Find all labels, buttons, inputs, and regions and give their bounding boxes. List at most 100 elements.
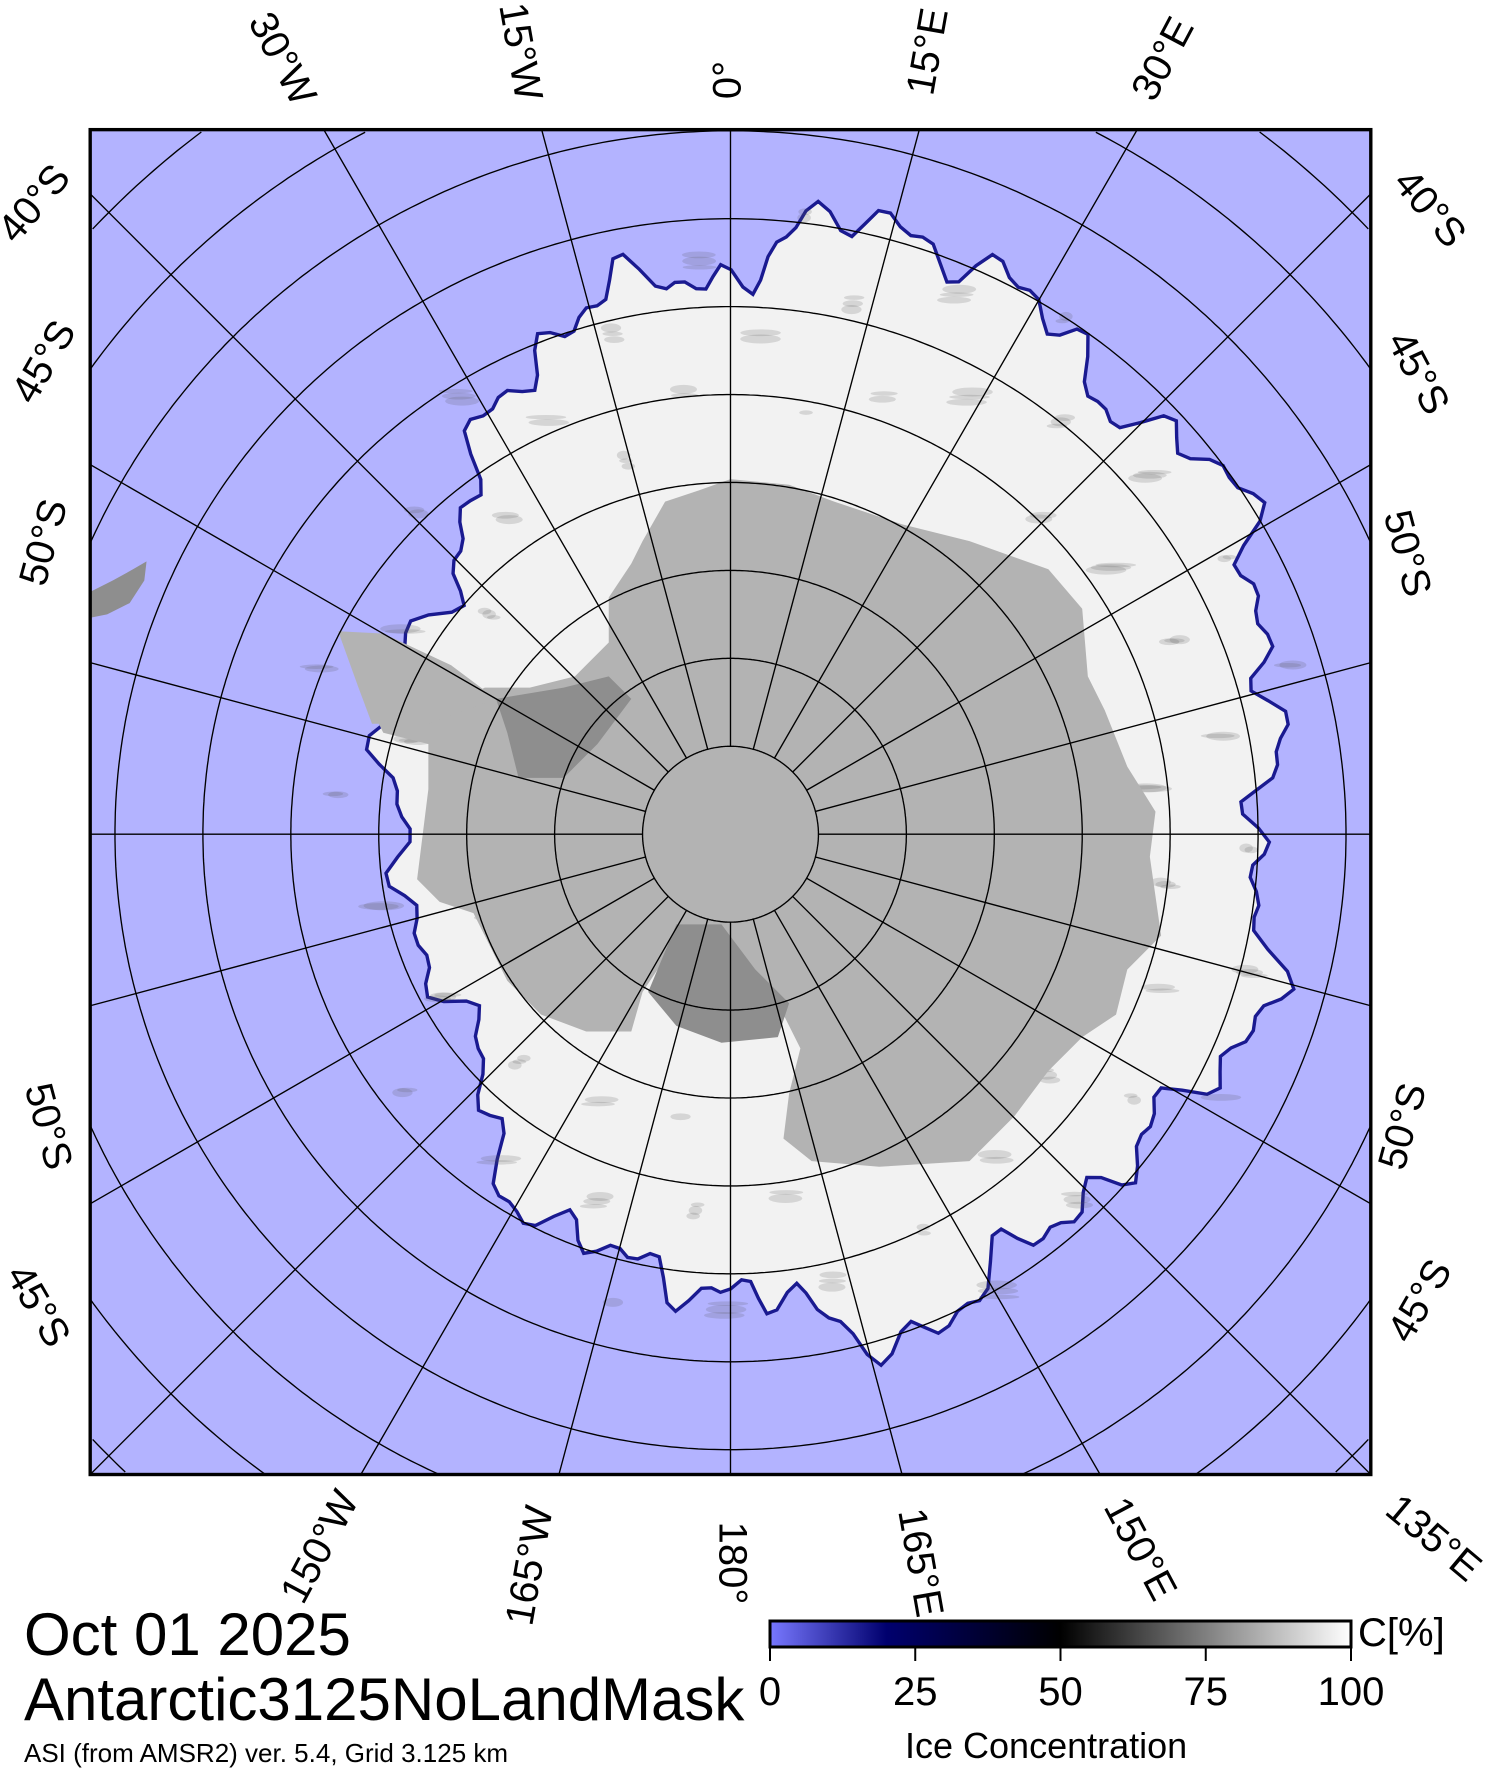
meridian-line bbox=[558, 918, 709, 1475]
colorbar-label: Ice Concentration bbox=[905, 1725, 1188, 1766]
meridian-line bbox=[773, 129, 1138, 759]
ice-texture-mark bbox=[939, 292, 974, 297]
ice-texture-mark bbox=[1063, 1195, 1091, 1205]
colorbar-tick-label: 100 bbox=[1318, 1670, 1385, 1714]
ice-texture-mark bbox=[1095, 562, 1137, 568]
ice-texture-mark bbox=[525, 414, 567, 420]
ice-texture-mark bbox=[1200, 1094, 1242, 1101]
ice-texture-mark bbox=[976, 1280, 1017, 1290]
ice-texture-mark bbox=[917, 1231, 931, 1236]
meridian-line bbox=[792, 895, 1371, 1475]
ice-texture-mark bbox=[740, 334, 781, 344]
ice-texture-mark bbox=[397, 1087, 418, 1093]
ice-texture-mark bbox=[703, 1311, 745, 1319]
ice-texture-mark bbox=[1160, 884, 1181, 889]
ice-texture-mark bbox=[1164, 638, 1185, 643]
ice-texture-mark bbox=[434, 992, 462, 998]
colorbar-tick-label: 0 bbox=[759, 1670, 781, 1714]
ice-texture-mark bbox=[1128, 473, 1163, 483]
ice-texture-mark bbox=[1061, 1191, 1089, 1197]
ice-texture-mark bbox=[482, 609, 496, 619]
ice-texture-mark bbox=[441, 392, 476, 400]
meridian-line bbox=[90, 856, 646, 1007]
colorbar-tick-label: 75 bbox=[1184, 1670, 1229, 1714]
meridian-line bbox=[806, 877, 1371, 1205]
ice-texture-mark bbox=[600, 323, 622, 333]
meridian-label: 30°E bbox=[1123, 10, 1203, 108]
ice-texture-mark bbox=[1141, 983, 1175, 991]
colorbar-tick-label: 50 bbox=[1038, 1670, 1083, 1714]
meridian-label: 135°E bbox=[1378, 1486, 1488, 1590]
antarctic-peninsula bbox=[338, 631, 497, 724]
ice-texture-mark bbox=[604, 336, 625, 344]
meridian-line bbox=[541, 129, 709, 750]
latitude-label-right: 45°S bbox=[1378, 324, 1458, 422]
ice-texture-mark bbox=[328, 791, 349, 799]
ice-texture-mark bbox=[1145, 988, 1180, 994]
date-title: Oct 01 2025 bbox=[24, 1601, 351, 1668]
ice-texture-mark bbox=[797, 213, 811, 223]
latitude-label-left: 50°S bbox=[16, 1079, 81, 1175]
ice-texture-mark bbox=[952, 387, 993, 397]
ice-texture-mark bbox=[1090, 564, 1132, 571]
product-name: Antarctic3125NoLandMask bbox=[24, 1666, 745, 1733]
ice-texture-mark bbox=[429, 992, 457, 1002]
meridian-label: 30°W bbox=[240, 5, 325, 113]
meridian-label: 150°W bbox=[272, 1483, 368, 1610]
meridian-label: 165°E bbox=[889, 1505, 951, 1620]
ice-texture-mark bbox=[1273, 662, 1302, 668]
latitude-label-right: 50°S bbox=[1375, 506, 1440, 602]
ice-texture-mark bbox=[322, 791, 344, 797]
ice-texture-mark bbox=[517, 1054, 531, 1062]
ice-texture-mark bbox=[1239, 843, 1253, 853]
ice-texture-mark bbox=[977, 1149, 1012, 1159]
ice-texture-mark bbox=[799, 410, 813, 415]
ice-texture-mark bbox=[688, 1205, 703, 1215]
ice-texture-mark bbox=[818, 1278, 846, 1284]
ice-texture-mark bbox=[512, 1059, 527, 1064]
latitude-label-left: 40°S bbox=[0, 156, 79, 251]
meridian-line bbox=[752, 918, 903, 1475]
meridian-label: 180° bbox=[710, 1522, 754, 1605]
ice-texture-mark bbox=[681, 251, 716, 259]
ice-texture-mark bbox=[1046, 423, 1067, 429]
ice-texture-mark bbox=[579, 1203, 607, 1209]
ice-texture-mark bbox=[841, 305, 862, 315]
meridian-line bbox=[815, 856, 1371, 1007]
ice-texture-mark bbox=[1206, 731, 1241, 741]
latitude-label-left: 45°S bbox=[0, 1257, 79, 1354]
ice-texture-mark bbox=[424, 995, 452, 1003]
meridian-label: 15°W bbox=[490, 0, 550, 104]
meridian-line bbox=[360, 909, 688, 1475]
ice-texture-mark bbox=[707, 1301, 749, 1306]
meridian-line bbox=[323, 129, 688, 759]
ice-texture-mark bbox=[491, 511, 519, 519]
meridian-line bbox=[90, 877, 655, 1205]
ice-texture-mark bbox=[682, 256, 717, 266]
ice-texture-mark bbox=[705, 1304, 747, 1314]
ice-texture-mark bbox=[682, 265, 717, 270]
ice-texture-mark bbox=[384, 629, 426, 634]
ice-texture-mark bbox=[477, 607, 492, 615]
ice-texture-mark bbox=[740, 329, 781, 337]
ice-texture-mark bbox=[445, 396, 479, 406]
ice-texture-mark bbox=[304, 665, 339, 673]
ice-texture-mark bbox=[1085, 565, 1127, 575]
ice-texture-mark bbox=[1217, 555, 1232, 563]
ice-texture-mark bbox=[942, 284, 977, 294]
ice-texture-mark bbox=[670, 1113, 691, 1121]
ice-texture-mark bbox=[979, 1156, 1014, 1164]
ice-texture-mark bbox=[583, 1197, 611, 1205]
south-america-tip bbox=[90, 561, 147, 618]
ross-ice-shelf bbox=[648, 924, 790, 1043]
ice-texture-mark bbox=[1127, 1095, 1141, 1105]
ice-texture-mark bbox=[842, 300, 863, 307]
ice-texture-mark bbox=[870, 391, 898, 396]
ice-texture-mark bbox=[1065, 1201, 1094, 1209]
ice-texture-mark bbox=[690, 1202, 705, 1208]
ice-texture-mark bbox=[1200, 733, 1235, 739]
meridian-label: 15°E bbox=[898, 5, 956, 98]
colorbar: 0 25 50 75 100 bbox=[759, 1619, 1385, 1714]
ice-texture-mark bbox=[978, 1294, 1020, 1300]
